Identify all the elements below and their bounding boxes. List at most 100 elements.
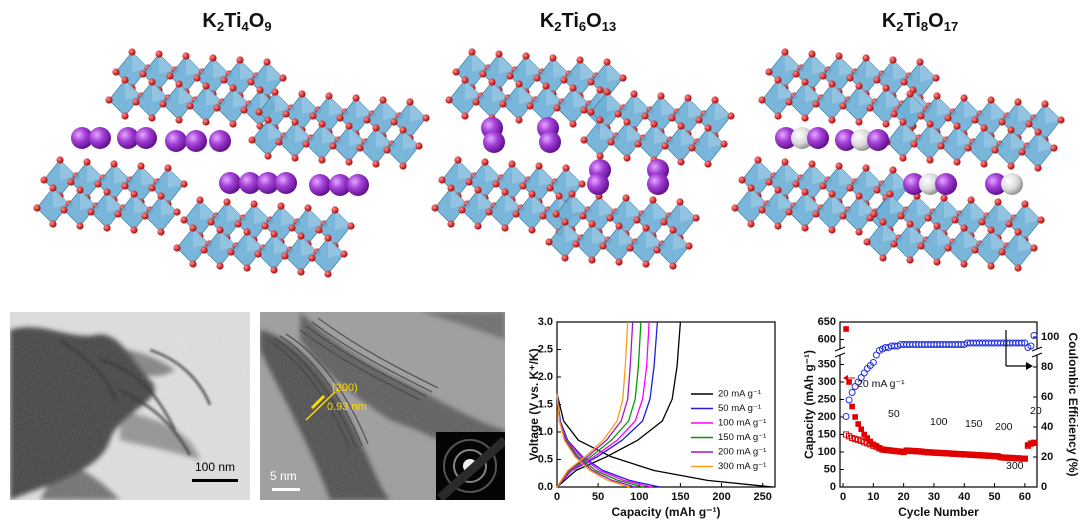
oxygen xyxy=(1057,116,1065,124)
oxygen xyxy=(569,120,577,128)
oxygen xyxy=(924,214,932,222)
oxygen xyxy=(580,106,588,114)
oxygen xyxy=(555,192,563,200)
oxygen xyxy=(438,176,446,184)
oxygen xyxy=(622,194,630,202)
oxygen xyxy=(227,248,235,256)
oxygen xyxy=(422,114,430,122)
annotation: 20 xyxy=(1030,405,1042,417)
octahedron-face xyxy=(451,188,467,208)
octahedron xyxy=(247,58,287,102)
oxygen xyxy=(940,194,948,202)
y-tick-label: 600 xyxy=(818,333,836,345)
voltage-curve xyxy=(556,321,773,488)
oxygen xyxy=(216,226,224,234)
oxygen xyxy=(318,120,326,128)
oxygen xyxy=(870,210,878,218)
oxygen xyxy=(202,82,210,90)
oxygen xyxy=(248,136,256,144)
oxygen xyxy=(738,176,746,184)
plane-label: (200) xyxy=(332,382,358,394)
formula-subscript: 6 xyxy=(579,19,586,34)
formula-element: O xyxy=(586,10,602,32)
octahedron-face xyxy=(254,204,270,224)
oxygen xyxy=(297,232,305,240)
octahedron-face xyxy=(275,92,291,112)
oxygen xyxy=(855,118,863,126)
y-tick-label: 350 xyxy=(818,358,836,370)
oxygen xyxy=(553,104,561,112)
octahedron-face xyxy=(910,224,926,244)
x-tick-label: 30 xyxy=(928,491,940,503)
oxygen xyxy=(899,154,907,162)
oxygen xyxy=(363,116,371,124)
capacity-point xyxy=(843,326,849,332)
y-tick-label: 1.5 xyxy=(538,398,553,410)
oxygen xyxy=(692,214,700,222)
oxygen xyxy=(1014,228,1022,236)
annotation: 300 xyxy=(1006,460,1024,472)
y-tick-label: 2.0 xyxy=(538,371,553,383)
x-tick-label: 0 xyxy=(840,491,846,503)
oxygen xyxy=(630,90,638,98)
octahedron-face xyxy=(937,96,953,116)
octahedron-face xyxy=(519,84,535,104)
oxygen xyxy=(626,244,634,252)
oxygen xyxy=(819,182,827,190)
crystal-structures xyxy=(33,48,1065,278)
capacity-point xyxy=(1021,455,1028,462)
oxygen xyxy=(758,206,766,214)
octahedron-face xyxy=(141,166,157,186)
octahedron-face xyxy=(566,168,582,188)
oxygen xyxy=(445,96,453,104)
oxygen xyxy=(474,222,482,230)
oxygen xyxy=(828,190,836,198)
capacity-point xyxy=(864,435,871,441)
oxygen xyxy=(528,190,536,198)
octahedron-face xyxy=(349,126,365,146)
oxygen xyxy=(676,198,684,206)
oxygen xyxy=(468,48,476,56)
oxygen xyxy=(485,208,493,216)
octahedron-face xyxy=(213,58,229,78)
octahedron-face xyxy=(805,192,821,212)
y-tick-label: 200 xyxy=(818,411,836,423)
oxygen xyxy=(277,202,285,210)
oxygen xyxy=(835,52,843,60)
potassium-atom xyxy=(71,127,93,149)
y-tick-label: 0.5 xyxy=(538,453,553,465)
arrow-head xyxy=(843,375,848,381)
oxygen xyxy=(882,84,890,92)
potassium-atom xyxy=(135,127,157,149)
octahedron xyxy=(688,124,728,168)
oxygen xyxy=(1030,244,1038,252)
potassium-atom xyxy=(347,174,369,196)
oxygen xyxy=(379,96,387,104)
octahedron-face xyxy=(465,80,481,100)
oxygen xyxy=(839,212,847,220)
octahedron xyxy=(213,84,253,128)
oxygen xyxy=(960,224,968,232)
oxygen xyxy=(33,204,41,212)
oxygen xyxy=(175,116,183,124)
oxygen xyxy=(953,158,961,166)
oxygen xyxy=(980,160,988,168)
oxygen xyxy=(781,158,789,166)
octahedron-face xyxy=(152,82,168,102)
oxygen xyxy=(642,224,650,232)
octahedron-face xyxy=(832,194,848,214)
axis-break-gap xyxy=(836,349,844,355)
oxygen xyxy=(606,214,614,222)
x-tick-label: 150 xyxy=(671,491,689,503)
oxygen xyxy=(240,106,248,114)
oxygen xyxy=(202,118,210,126)
potassium-atom xyxy=(985,173,1007,195)
oxygen xyxy=(175,80,183,88)
potassium-atom xyxy=(935,173,957,195)
oxygen xyxy=(906,220,914,228)
octahedron-face xyxy=(159,54,175,74)
oxygen xyxy=(596,116,604,124)
oxygen xyxy=(668,114,676,122)
octahedron xyxy=(785,78,825,122)
